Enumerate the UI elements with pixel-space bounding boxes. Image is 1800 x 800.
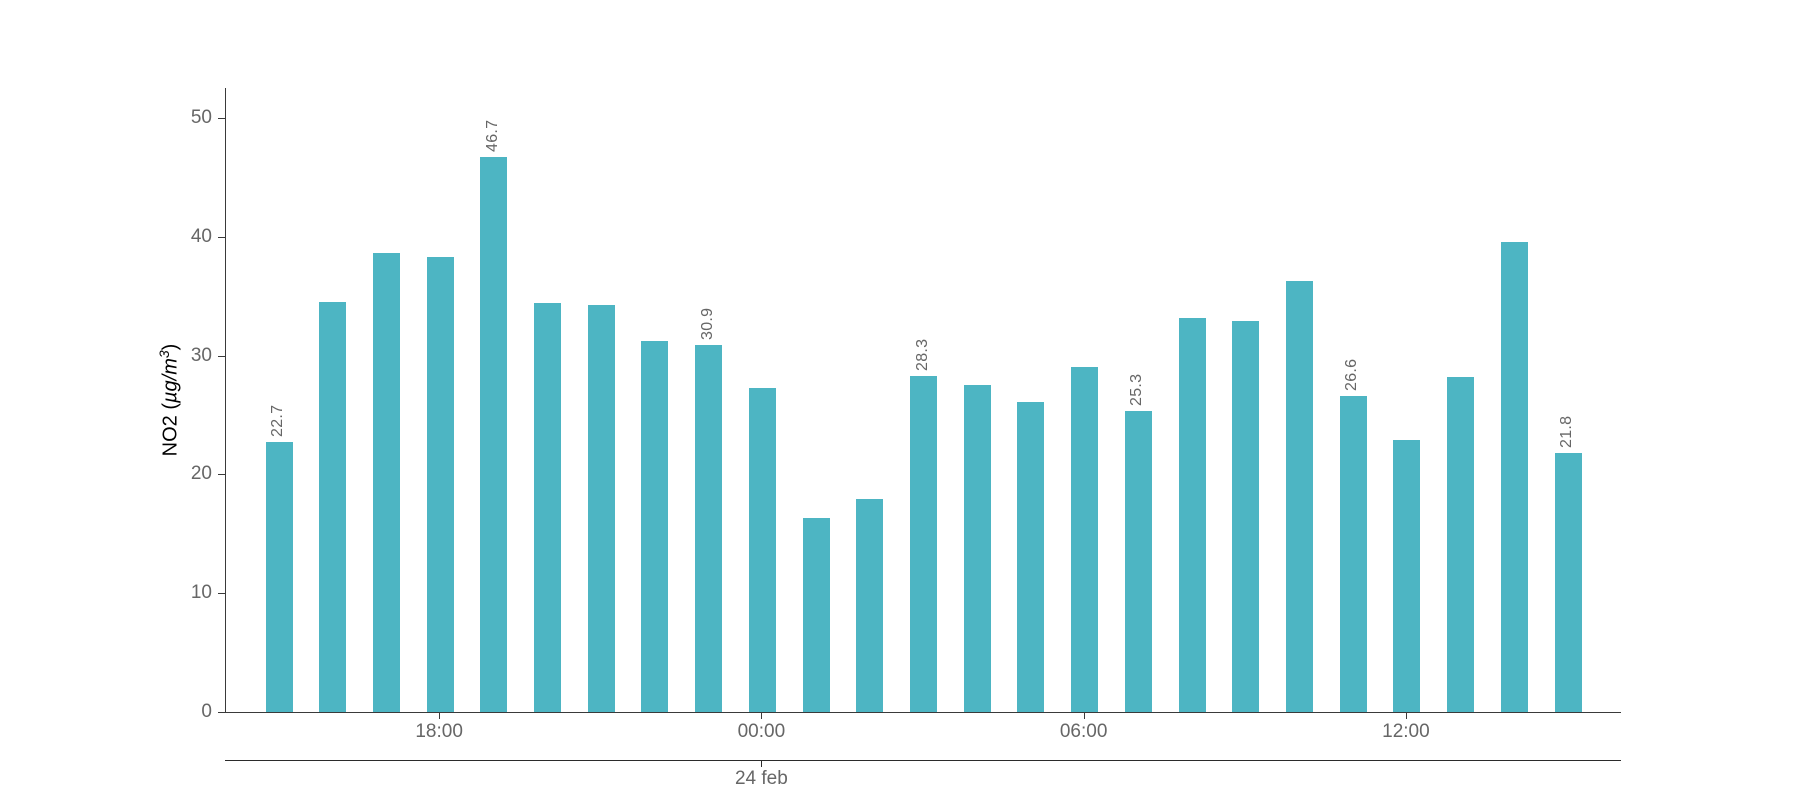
bar — [1285, 281, 1313, 712]
bar — [587, 305, 615, 712]
x-tick — [1405, 713, 1407, 719]
bar — [963, 385, 991, 712]
y-tick — [218, 593, 225, 595]
x-tick-label: 00:00 — [737, 721, 786, 742]
bar — [534, 303, 562, 712]
bar — [1393, 440, 1421, 712]
y-tick-label: 0 — [201, 701, 212, 722]
bar — [910, 376, 938, 712]
y-tick — [218, 712, 225, 713]
bar — [1554, 453, 1582, 712]
y-tick-label: 30 — [190, 344, 212, 366]
y-tick — [218, 236, 225, 238]
x-tick-label: 06:00 — [1059, 721, 1108, 742]
x-tick — [439, 713, 441, 719]
bar-value-label: 25.3 — [1128, 374, 1146, 407]
bar — [802, 518, 830, 712]
y-axis-title-prefix: NO2 ( — [159, 403, 182, 457]
bar-value-label: 28.3 — [913, 338, 931, 371]
y-tick-label: 40 — [190, 225, 212, 247]
x-tick — [761, 713, 763, 719]
bar — [1178, 318, 1206, 712]
bar — [641, 341, 669, 712]
bars-layer — [226, 88, 1621, 712]
y-tick — [218, 355, 225, 357]
y-tick — [218, 118, 225, 119]
date-axis-label: 24 feb — [734, 768, 788, 789]
bar — [319, 302, 347, 712]
y-tick-label: 20 — [190, 463, 212, 485]
bar-value-label: 30.9 — [698, 307, 716, 340]
bar — [480, 157, 508, 712]
bar — [1017, 402, 1045, 712]
date-tick — [761, 761, 763, 767]
bar — [695, 345, 723, 712]
plot-area — [225, 88, 1621, 713]
bar-value-label: 26.6 — [1343, 358, 1361, 391]
bar-value-label: 22.7 — [269, 404, 286, 438]
bar — [856, 499, 884, 712]
x-tick-label: 12:00 — [1382, 721, 1430, 742]
bar-value-label: 46.7 — [483, 119, 501, 153]
bar-value-label: 21.8 — [1558, 415, 1576, 449]
bar — [1071, 367, 1099, 712]
bar — [1447, 377, 1475, 712]
y-tick-label: 10 — [190, 582, 212, 604]
y-tick-label: 50 — [190, 107, 212, 128]
bar — [1232, 321, 1260, 712]
date-axis-line — [225, 760, 1621, 761]
bar — [372, 253, 400, 712]
bar — [1339, 396, 1367, 712]
y-tick — [218, 474, 225, 476]
bar — [265, 442, 293, 712]
bar — [426, 257, 454, 712]
bar — [748, 388, 776, 712]
bar — [1500, 242, 1528, 712]
x-tick-label: 18:00 — [415, 721, 463, 742]
bar — [1124, 411, 1152, 712]
x-tick — [1083, 713, 1085, 719]
